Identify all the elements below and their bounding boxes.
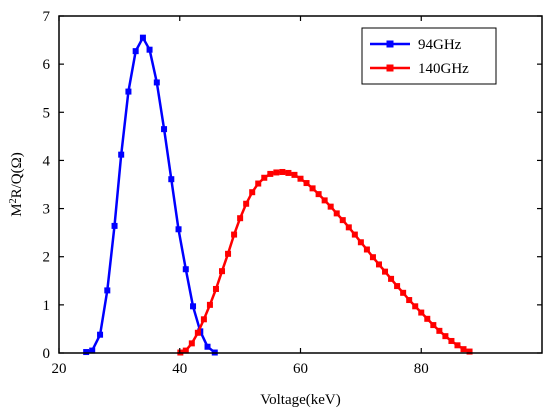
data-point-140ghz [424, 315, 431, 322]
data-point-94ghz [168, 176, 175, 183]
y-tick-label: 3 [43, 202, 51, 218]
data-point-140ghz [303, 180, 310, 187]
y-axis-title-rest: R/Q(Ω) [9, 152, 25, 198]
data-point-140ghz [375, 261, 382, 268]
data-point-94ghz [182, 266, 189, 273]
data-point-140ghz [267, 170, 274, 177]
data-point-140ghz [261, 174, 268, 181]
data-point-140ghz [442, 333, 449, 340]
ticks-layer: 20 40 60 80 0 1 2 3 4 5 6 7 [43, 9, 542, 377]
data-point-140ghz [231, 231, 238, 238]
data-point-140ghz [219, 268, 226, 275]
legend: 94GHz 140GHz [361, 27, 497, 85]
data-point-140ghz [206, 301, 213, 308]
data-point-140ghz [339, 217, 346, 224]
data-point-140ghz [394, 283, 401, 290]
x-axis-title: Voltage(keV) [260, 392, 341, 408]
data-point-94ghz [97, 331, 104, 338]
data-point-140ghz [255, 180, 262, 187]
data-point-140ghz [194, 329, 201, 336]
data-point-94ghz [161, 126, 168, 133]
data-point-140ghz [285, 169, 292, 176]
y-tick-label: 7 [43, 9, 51, 25]
legend-label-94ghz: 94GHz [418, 37, 462, 53]
y-axis-title: M2R/Q(Ω) [8, 152, 26, 217]
data-point-140ghz [369, 254, 376, 261]
x-tick-label: 80 [414, 361, 429, 377]
data-point-94ghz [125, 88, 132, 95]
y-tick-label: 5 [43, 105, 51, 121]
data-point-140ghz [436, 327, 443, 334]
data-point-140ghz [182, 347, 189, 354]
data-point-140ghz [406, 297, 413, 304]
data-point-140ghz [448, 337, 455, 344]
y-tick-label: 2 [43, 250, 51, 266]
data-point-140ghz [273, 169, 280, 176]
y-tick-label: 4 [43, 153, 51, 169]
series-140ghz [177, 168, 473, 356]
data-point-94ghz [83, 349, 90, 356]
series-layer [83, 34, 473, 356]
data-point-140ghz [454, 342, 461, 349]
y-tick-label: 0 [43, 346, 51, 362]
data-point-140ghz [309, 185, 316, 192]
x-tick-label: 40 [172, 361, 187, 377]
data-point-94ghz [190, 303, 197, 310]
data-point-94ghz [175, 226, 182, 233]
y-tick-label: 1 [43, 298, 51, 314]
data-point-140ghz [430, 322, 437, 329]
data-point-140ghz [345, 224, 352, 231]
data-point-140ghz [237, 215, 244, 222]
data-point-140ghz [279, 168, 286, 175]
legend-box [361, 27, 497, 85]
data-point-94ghz [104, 287, 111, 294]
y-axis-title-sup: 2 [8, 198, 19, 203]
data-point-140ghz [249, 189, 256, 196]
data-point-140ghz [466, 348, 473, 355]
y-axis-title-base: M [9, 203, 25, 216]
data-point-94ghz [146, 46, 153, 53]
y-tick-label: 6 [43, 57, 51, 73]
legend-marker-140ghz [386, 64, 394, 72]
data-point-140ghz [225, 250, 232, 257]
data-point-140ghz [333, 210, 340, 217]
data-point-140ghz [357, 239, 364, 246]
data-point-94ghz [111, 222, 118, 229]
data-point-140ghz [188, 340, 195, 347]
data-point-94ghz [204, 343, 211, 350]
data-point-94ghz [139, 34, 146, 41]
data-point-140ghz [291, 171, 298, 178]
data-point-140ghz [363, 246, 370, 253]
data-point-140ghz [400, 289, 407, 296]
data-point-94ghz [118, 151, 125, 158]
data-point-140ghz [243, 200, 250, 207]
data-point-140ghz [460, 346, 467, 353]
legend-marker-94ghz [386, 40, 394, 48]
data-point-140ghz [327, 203, 334, 210]
data-point-140ghz [321, 197, 328, 204]
data-point-140ghz [418, 309, 425, 316]
x-tick-label: 60 [293, 361, 308, 377]
data-point-94ghz [153, 79, 160, 86]
data-point-94ghz [89, 347, 96, 354]
data-point-94ghz [132, 48, 139, 55]
data-point-140ghz [412, 303, 419, 310]
data-point-140ghz [382, 268, 389, 275]
series-94ghz [83, 34, 218, 356]
data-point-140ghz [388, 275, 395, 282]
legend-label-140ghz: 140GHz [418, 61, 469, 77]
data-point-140ghz [212, 285, 219, 292]
data-point-140ghz [297, 175, 304, 182]
data-point-140ghz [200, 316, 207, 323]
data-point-140ghz [351, 231, 358, 238]
x-tick-label: 20 [52, 361, 67, 377]
data-point-140ghz [315, 191, 322, 198]
